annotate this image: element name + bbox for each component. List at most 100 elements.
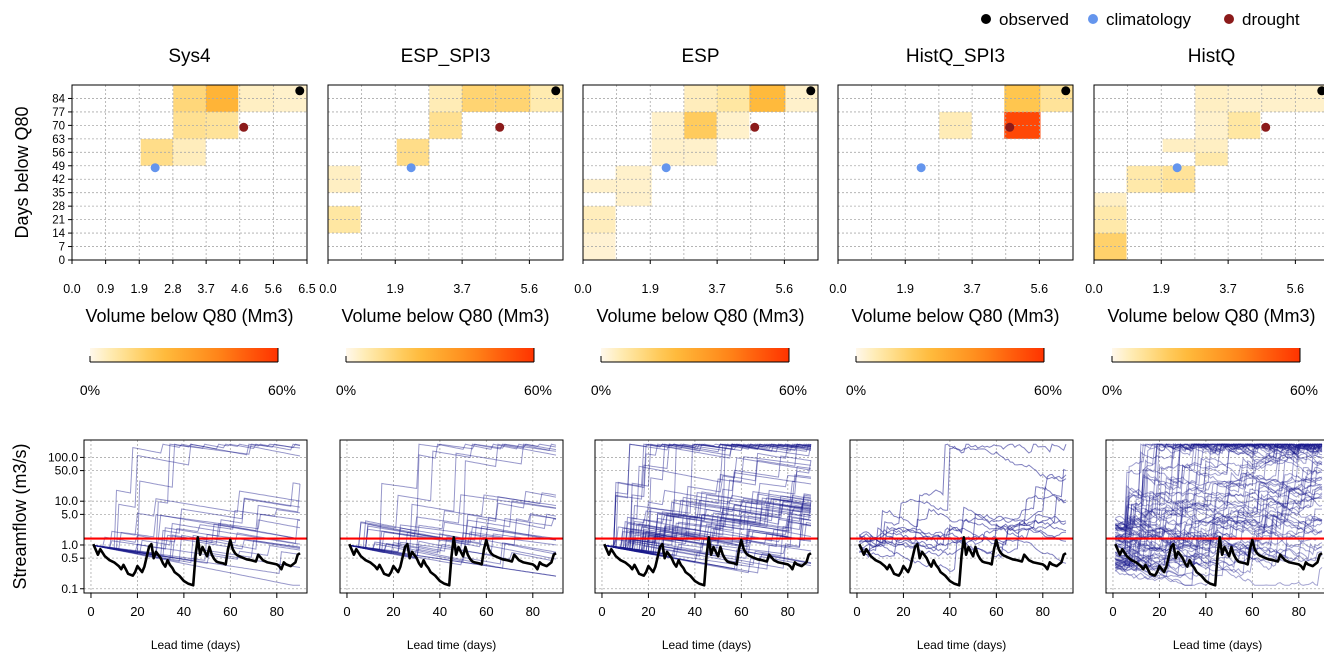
ensemble-trace bbox=[349, 443, 557, 551]
ensemble-traces bbox=[604, 443, 812, 574]
x-axis-label: Lead time (days) bbox=[1173, 638, 1262, 652]
charts-layer: Sys4 0.0 0.9 1.9 2.8 3.7 4.6 5.6 6.5 Volume below… bbox=[10, 46, 1324, 652]
ensemble-trace bbox=[1115, 443, 1322, 568]
ensemble-trace bbox=[1115, 443, 1322, 536]
heatmap-panel-1: Sys4 0.0 0.9 1.9 2.8 3.7 4.6 5.6 6.5 Volume below… bbox=[12, 46, 316, 398]
y-tick-label: 70 bbox=[52, 120, 65, 132]
ensemble-trace bbox=[604, 443, 812, 550]
x-tick-label: 0 bbox=[343, 604, 350, 619]
y-tick-label: 63 bbox=[52, 134, 65, 146]
colorbar bbox=[601, 348, 789, 362]
ensemble-trace bbox=[349, 542, 557, 566]
ensemble-trace bbox=[1115, 443, 1323, 558]
ensemble-trace bbox=[93, 497, 301, 557]
ensemble-trace bbox=[1115, 552, 1323, 586]
ensemble-trace bbox=[349, 443, 557, 548]
x-tick-label: 80 bbox=[1036, 604, 1050, 619]
ensemble-trace bbox=[349, 494, 557, 551]
x-tick-label: 5.6 bbox=[1031, 282, 1048, 296]
observed-series bbox=[348, 535, 557, 587]
ensemble-trace bbox=[604, 443, 812, 551]
legend: observed climatology drought bbox=[981, 10, 1300, 29]
x-tick-label: 60 bbox=[479, 604, 493, 619]
streamflow-panel-2: 0 20 40 60 80 Lead time (days) bbox=[339, 439, 564, 652]
ensemble-trace bbox=[604, 544, 812, 570]
ensemble-trace bbox=[349, 544, 557, 577]
ensemble-trace bbox=[604, 544, 812, 574]
drought-point bbox=[239, 122, 249, 132]
ensemble-trace bbox=[604, 489, 812, 550]
ensemble-trace bbox=[604, 443, 812, 551]
colorbar-min-label: 0% bbox=[846, 382, 866, 398]
ensemble-trace bbox=[93, 513, 301, 550]
ensemble-trace bbox=[604, 474, 812, 549]
ensemble-trace bbox=[1114, 471, 1323, 542]
ensemble-trace bbox=[93, 443, 301, 555]
y-tick-label: 0 bbox=[59, 255, 65, 267]
streamflow-panel-4: 0 20 40 60 80 Lead time (days) bbox=[849, 439, 1074, 652]
colorbar bbox=[346, 348, 534, 362]
ensemble-trace bbox=[604, 494, 812, 553]
ensemble-trace bbox=[1115, 495, 1323, 536]
streamflow-panel-5: 0 20 40 60 80 Lead time (days) bbox=[1105, 439, 1324, 652]
plot-frame bbox=[849, 439, 1074, 594]
ensemble-trace bbox=[604, 457, 812, 554]
colorbar-max-label: 60% bbox=[524, 382, 552, 398]
x-tick-label: 3.7 bbox=[453, 282, 470, 296]
ensemble-trace bbox=[604, 497, 812, 553]
panel-title: ESP_SPI3 bbox=[401, 46, 491, 67]
colorbar-max-label: 60% bbox=[1290, 382, 1318, 398]
x-tick-label: 0.0 bbox=[319, 282, 336, 296]
ensemble-trace bbox=[93, 533, 301, 561]
x-tick-label: 4.6 bbox=[231, 282, 248, 296]
colorbar-min-label: 0% bbox=[591, 382, 611, 398]
ensemble-trace bbox=[349, 443, 557, 549]
x-tick-label: 3.7 bbox=[197, 282, 214, 296]
x-tick-label: 20 bbox=[641, 604, 655, 619]
x-tick-label: 80 bbox=[270, 604, 284, 619]
x-axis-label: Lead time (days) bbox=[151, 638, 240, 652]
ensemble-trace bbox=[604, 443, 812, 552]
x-tick-label: 0 bbox=[598, 604, 605, 619]
observed-point bbox=[806, 86, 816, 96]
x-tick-label: 1.9 bbox=[1153, 282, 1170, 296]
heatmap-cell bbox=[583, 179, 616, 193]
ensemble-trace bbox=[1115, 514, 1323, 560]
ensemble-trace bbox=[1115, 468, 1323, 540]
ensemble-trace bbox=[93, 482, 301, 557]
plot-frame bbox=[1105, 439, 1324, 594]
ensemble-trace bbox=[1114, 443, 1323, 539]
drought-point bbox=[495, 122, 505, 132]
ensemble-trace bbox=[1114, 443, 1323, 529]
ensemble-trace bbox=[1114, 443, 1322, 528]
y-tick-label: 21 bbox=[52, 215, 65, 227]
ensemble-trace bbox=[349, 521, 557, 549]
ensemble-trace bbox=[1115, 515, 1323, 561]
legend-climatology-marker bbox=[1088, 14, 1098, 24]
plot-frame bbox=[83, 439, 308, 594]
climatology-point bbox=[150, 163, 160, 173]
ensemble-trace bbox=[604, 504, 812, 553]
x-tick-label: 20 bbox=[896, 604, 910, 619]
heatmap-panel-3: ESP 0.0 1.9 3.7 5.6 Volume below Q80 (Mm3) 0% 6… bbox=[574, 46, 819, 398]
heatmap-cell bbox=[1162, 138, 1196, 153]
ensemble-trace bbox=[604, 455, 812, 549]
x-tick-label: 80 bbox=[1292, 604, 1306, 619]
ensemble-trace bbox=[604, 500, 812, 558]
ensemble-trace bbox=[1115, 443, 1323, 540]
x-tick-label: 3.7 bbox=[963, 282, 980, 296]
ensemble-trace bbox=[1115, 475, 1323, 578]
plot-frame bbox=[1093, 84, 1324, 261]
ensemble-trace bbox=[1115, 454, 1323, 568]
ensemble-trace bbox=[1115, 488, 1323, 551]
x-tick-label: 0 bbox=[1109, 604, 1116, 619]
ensemble-trace bbox=[604, 456, 812, 548]
ensemble-trace bbox=[1115, 453, 1323, 567]
plot-frame bbox=[327, 84, 564, 261]
x-tick-label: 0 bbox=[87, 604, 94, 619]
plot-frame bbox=[837, 84, 1074, 261]
ensemble-trace bbox=[1115, 443, 1323, 563]
x-axis-label: Lead time (days) bbox=[407, 638, 496, 652]
climatology-point bbox=[406, 163, 416, 173]
